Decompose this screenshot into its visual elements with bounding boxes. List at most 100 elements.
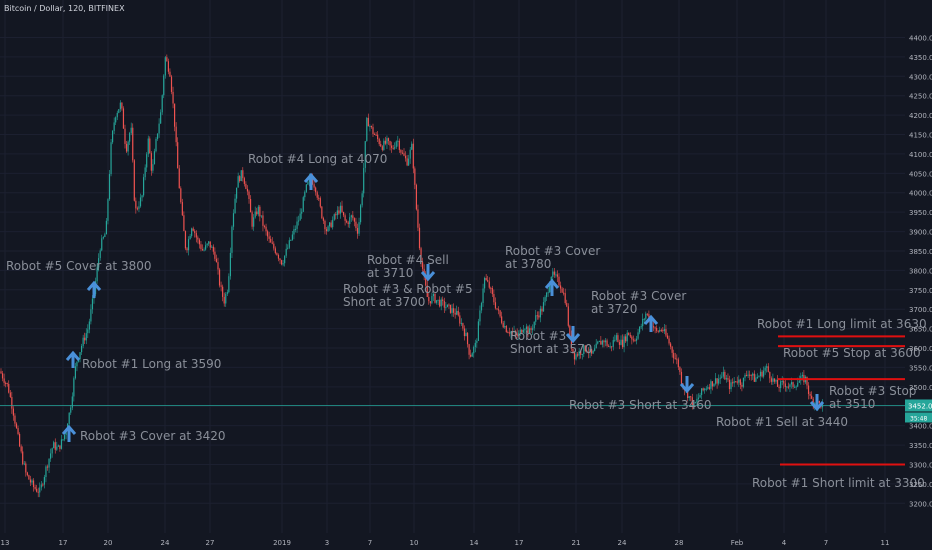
candle-body [386,138,388,144]
time-tick-label: 4 [782,539,787,547]
candle-body [408,158,410,166]
candle-body [223,296,225,304]
price-tick-label: 4100.0 [909,151,932,159]
candle-body [654,327,656,329]
candle-body [676,358,678,360]
candle-body [180,188,182,203]
candle-body [597,341,599,344]
candle-body [276,253,278,255]
candle-body [453,308,455,313]
candle-body [74,366,76,379]
candle-body [369,125,371,127]
candle-body [48,458,50,468]
candle-body [132,127,134,161]
candle-body [155,138,157,152]
arrow-up-icon [544,278,560,296]
candle-body [304,191,306,198]
candle-body [415,184,417,210]
candle-body [194,230,196,234]
candle-body [428,296,430,302]
candle-body [725,378,727,380]
price-axis[interactable]: 4400.0 4350.0 4300.0 4250.0 4200.0 4150.0 4100… [905,34,932,508]
candle-body [102,237,104,239]
candle-body [561,288,563,293]
candle-body [15,423,18,429]
candle-body [229,252,231,277]
candle-body [417,209,419,228]
candle-body [457,310,459,316]
candle-body [200,244,202,250]
candle-body [728,379,731,390]
candle-body [149,138,151,154]
candle-body [759,371,762,377]
candle-body [342,211,345,216]
candle-body [318,197,320,199]
candle-body [267,231,269,237]
candle-body [445,307,447,309]
candle-body [259,206,261,217]
candle-body [391,145,393,148]
candle-body [716,378,718,384]
candle-body [361,193,363,206]
candle-body [465,332,467,337]
candle-body [327,226,329,232]
candle-body [251,212,253,227]
candle-body [246,188,249,192]
candle-body [84,337,86,341]
time-tick-label: 17 [59,539,68,547]
candle-body [637,332,639,339]
candle-body [98,258,100,268]
candle-body [764,367,766,371]
candle-body [566,303,568,307]
price-tick-label: 3750.0 [909,287,932,295]
candle-body [42,484,44,486]
candle-body [530,328,532,330]
arrow-head [544,278,560,289]
candle-body [496,308,498,310]
candle-body [307,181,309,185]
candle-body [53,442,55,449]
candle-body [217,262,219,270]
candle-body [761,371,763,377]
candle-body [203,249,205,251]
annotation-label: Robot #3 Stop [829,384,916,398]
candle-body [377,134,379,140]
price-tick-label: 3350.0 [909,442,932,450]
candle-body [32,480,35,488]
candle-body [479,310,481,322]
candle-body [160,112,162,124]
arrow-down-icon [565,326,581,344]
annotation-label: Robot #3 [510,329,566,343]
candle-body [628,332,630,336]
candle-body [620,339,622,345]
candle-body [821,402,824,408]
candle-body [68,412,70,424]
annotation-label: at 3720 [591,302,637,316]
candle-body [169,71,171,77]
candle-body [756,376,758,378]
time-tick-label: 10 [410,539,419,547]
candle-body [249,199,252,213]
candle-body [313,184,315,188]
candle-body [783,380,785,384]
candle-body [177,142,179,169]
candle-body [19,433,21,447]
candle-body [594,348,596,351]
candle-body [736,381,738,383]
candle-body [51,448,53,454]
candle-body [384,140,386,144]
time-axis[interactable]: 13 17 20 24 27 2019 3 7 10 14 17 21 24 28 Feb 4 7 11 [1,539,890,547]
candle-body [375,134,377,136]
candle-body [473,346,475,354]
candle-body [632,339,634,341]
candle-body [380,144,382,147]
candle-body [73,378,75,397]
countdown-label: 35:48 [910,415,927,422]
candle-body [722,371,724,377]
candle-body [807,385,810,395]
candle-body [232,213,235,227]
candle-body [601,340,603,345]
candle-body [690,396,692,398]
candle-body [549,284,551,293]
